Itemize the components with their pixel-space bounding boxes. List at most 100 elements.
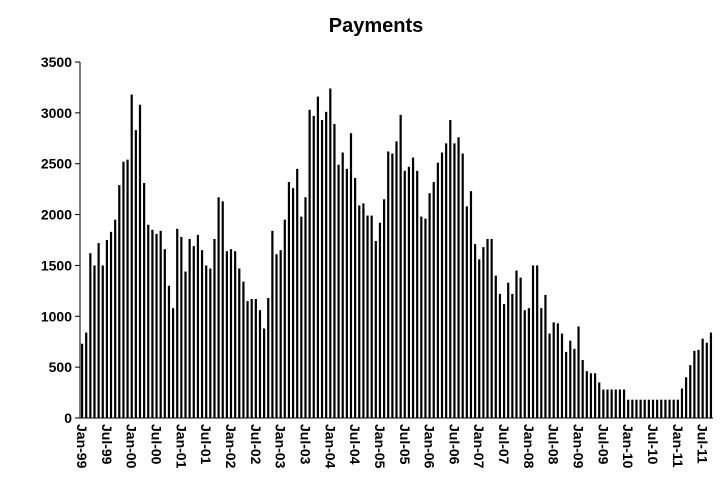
bar xyxy=(80,343,84,418)
bar xyxy=(705,342,708,418)
bar xyxy=(569,340,572,418)
bar xyxy=(498,293,502,418)
bar xyxy=(581,360,584,418)
bar xyxy=(378,222,382,418)
bar xyxy=(449,119,452,418)
bar xyxy=(651,399,655,418)
bar xyxy=(693,350,696,418)
bar xyxy=(606,389,609,418)
bar xyxy=(469,191,473,418)
bar xyxy=(519,277,522,418)
bar xyxy=(573,348,576,418)
bar xyxy=(291,188,295,418)
x-tick-label: Jul-00 xyxy=(149,424,165,465)
bar xyxy=(411,157,415,418)
bar xyxy=(275,254,278,418)
bar xyxy=(697,349,700,418)
bar xyxy=(225,251,228,418)
x-tick-label: Jan-00 xyxy=(124,424,140,469)
bar xyxy=(440,152,444,419)
bar xyxy=(701,338,704,418)
bar xyxy=(548,333,551,418)
bar xyxy=(610,389,613,418)
x-tick-label: Jul-09 xyxy=(595,424,611,465)
bar xyxy=(395,141,398,418)
bar xyxy=(556,323,559,418)
x-tick-label: Jan-05 xyxy=(372,424,388,469)
chart-title: Payments xyxy=(329,15,424,37)
bar xyxy=(490,238,493,418)
bar xyxy=(565,351,568,418)
bar xyxy=(345,168,348,418)
bar xyxy=(486,238,489,418)
bar xyxy=(577,326,580,418)
bar xyxy=(672,399,675,418)
bar xyxy=(325,111,328,418)
bar xyxy=(196,234,200,418)
bar xyxy=(97,243,100,418)
bar xyxy=(176,228,179,418)
x-tick-label: Jul-07 xyxy=(496,424,512,465)
bar xyxy=(382,199,386,418)
x-tick-label: Jul-05 xyxy=(397,424,413,465)
bar xyxy=(109,231,113,418)
bar xyxy=(217,197,220,418)
bar xyxy=(138,104,142,418)
bar xyxy=(93,265,96,418)
bar xyxy=(213,238,216,418)
bar xyxy=(618,389,622,418)
bar xyxy=(126,159,129,418)
bar xyxy=(143,183,146,418)
bar xyxy=(180,236,183,418)
bar xyxy=(89,253,92,418)
bar xyxy=(482,247,485,418)
bar xyxy=(544,294,547,418)
bar xyxy=(287,182,291,418)
bar xyxy=(114,219,117,418)
x-tick-label: Jan-03 xyxy=(273,424,289,469)
bar xyxy=(229,249,233,418)
bar xyxy=(598,382,601,418)
bar xyxy=(101,265,104,418)
bar xyxy=(407,166,411,418)
y-tick-label: 2500 xyxy=(41,156,72,172)
bar xyxy=(416,170,419,418)
bar xyxy=(643,399,646,418)
bar xyxy=(188,238,191,418)
bar xyxy=(209,268,212,418)
bar xyxy=(308,109,311,418)
bar xyxy=(622,389,626,418)
bar xyxy=(635,399,638,418)
x-tick-label: Jul-99 xyxy=(99,424,115,465)
bar xyxy=(304,197,307,418)
bar xyxy=(366,215,369,418)
bar xyxy=(639,399,642,418)
bar xyxy=(664,399,667,418)
x-tick-label: Jul-03 xyxy=(297,424,313,465)
x-tick-label: Jan-01 xyxy=(173,424,189,469)
bar xyxy=(453,143,456,418)
bar xyxy=(527,308,530,418)
x-tick-label: Jul-02 xyxy=(248,424,264,465)
bar xyxy=(436,162,439,418)
bar xyxy=(676,399,679,418)
bar xyxy=(660,399,663,418)
bar xyxy=(250,298,253,418)
bar xyxy=(631,399,634,418)
bar xyxy=(668,399,671,418)
bar xyxy=(242,281,245,418)
x-tick-label: Jan-99 xyxy=(74,424,90,469)
bar xyxy=(192,246,195,418)
bar xyxy=(258,310,262,418)
bar xyxy=(184,271,187,418)
bar xyxy=(234,251,237,418)
bar xyxy=(680,388,684,418)
bar xyxy=(399,114,402,419)
bar xyxy=(147,224,150,418)
bar xyxy=(358,205,361,418)
bar xyxy=(374,241,377,418)
bar xyxy=(159,230,162,418)
bar xyxy=(254,298,257,418)
x-tick-label: Jan-02 xyxy=(223,424,239,469)
